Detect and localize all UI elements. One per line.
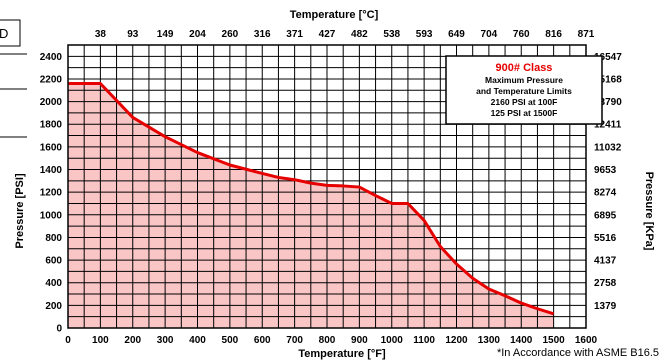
y-tick-label: 2200: [40, 74, 63, 85]
y-tick-label: 2000: [40, 97, 63, 108]
x-top-tick-label: 649: [448, 29, 465, 40]
x-bottom-ticks: 0 100 200 300 400 500 600 700 800 900 1000 1100 1200…: [65, 335, 597, 346]
x-tick-label: 100: [92, 335, 109, 346]
y-tick-label: 1200: [40, 188, 63, 199]
legend-line: 125 PSI at 1500F: [491, 108, 558, 118]
x-tick-label: 900: [351, 335, 368, 346]
x-tick-label: 1200: [445, 335, 468, 346]
x-top-tick-label: 260: [222, 29, 239, 40]
x-top-tick-label: 204: [189, 29, 206, 40]
x-tick-label: 1400: [510, 335, 533, 346]
y-right-axis-title: Pressure [KPa]: [643, 172, 655, 251]
y-right-tick-label: 5516: [594, 233, 617, 244]
legend-box: 900# Class Maximum Pressure and Temperat…: [445, 55, 603, 125]
x-bottom-axis-title: Temperature [°F]: [298, 348, 386, 360]
x-tick-label: 500: [222, 335, 239, 346]
y-right-tick-label: 12411: [594, 120, 622, 131]
x-top-ticks: 38 93 149 204 260 316 371 427 482 538 593 649 704 760…: [95, 29, 595, 40]
x-tick-label: 600: [254, 335, 271, 346]
y-right-tick-label: 11032: [594, 142, 622, 153]
x-tick-label: 1600: [575, 335, 598, 346]
y-tick-label: 800: [45, 233, 62, 244]
x-top-tick-label: 538: [383, 29, 400, 40]
x-tick-label: 700: [286, 335, 303, 346]
y-tick-label: 1000: [40, 210, 63, 221]
legend-line: and Temperature Limits: [476, 86, 572, 96]
x-tick-label: 200: [124, 335, 141, 346]
x-top-tick-label: 816: [545, 29, 562, 40]
x-top-tick-label: 871: [578, 29, 595, 40]
y-right-ticks: 1379 2758 4137 5516 6895 8274 9653 11032 12411 13…: [594, 52, 622, 312]
y-right-tick-label: 8274: [594, 188, 617, 199]
y-right-tick-label: 4137: [594, 256, 617, 267]
y-left-ticks: 0 200 400 600 800 1000 1200 1400 1600 1800 2000 220…: [40, 52, 63, 335]
x-tick-label: 1300: [478, 335, 501, 346]
x-tick-label: 800: [319, 335, 336, 346]
x-tick-label: 300: [157, 335, 174, 346]
legend-line: 2160 PSI at 100F: [491, 97, 558, 107]
x-top-tick-label: 38: [95, 29, 107, 40]
y-tick-label: 1800: [40, 120, 63, 131]
y-right-tick-label: 6895: [594, 210, 617, 221]
y-tick-label: 1400: [40, 165, 63, 176]
edge-fragment-box: D: [0, 19, 27, 138]
x-top-tick-label: 482: [351, 29, 368, 40]
series-line-layer: [68, 81, 555, 316]
plot-frame: [67, 44, 587, 329]
x-tick-label: 400: [189, 335, 206, 346]
legend-title: 900# Class: [496, 62, 553, 74]
x-top-tick-label: 371: [286, 29, 303, 40]
x-top-tick-label: 593: [416, 29, 433, 40]
y-tick-label: 400: [45, 278, 62, 289]
x-tick-label: 0: [65, 335, 71, 346]
asme-note: *In Accordance with ASME B16.5: [497, 347, 659, 359]
x-top-tick-label: 316: [254, 29, 271, 40]
y-right-tick-label: 9653: [594, 165, 617, 176]
y-right-tick-label: 15168: [594, 74, 622, 85]
edge-fragment-text: D: [0, 26, 8, 41]
x-tick-label: 1000: [381, 335, 404, 346]
y-right-tick-label: 16547: [594, 52, 622, 63]
x-tick-label: 1500: [543, 335, 566, 346]
y-tick-label: 200: [45, 301, 62, 312]
x-top-tick-label: 704: [481, 29, 498, 40]
y-right-tick-label: 13790: [594, 97, 622, 108]
y-tick-label: 2400: [40, 52, 63, 63]
x-top-tick-label: 93: [127, 29, 139, 40]
legend-line: Maximum Pressure: [485, 75, 563, 85]
y-right-tick-label: 2758: [594, 278, 617, 289]
y-left-axis-title: Pressure [PSI]: [14, 173, 26, 249]
x-top-tick-label: 760: [513, 29, 530, 40]
x-top-tick-label: 149: [157, 29, 174, 40]
x-top-axis-title: Temperature [°C]: [290, 9, 379, 21]
y-tick-label: 600: [45, 256, 62, 267]
y-right-tick-label: 1379: [594, 301, 617, 312]
x-tick-label: 1100: [413, 335, 435, 346]
y-tick-label: 1600: [40, 142, 63, 153]
series-line: [68, 81, 555, 316]
y-tick-label: 0: [56, 324, 62, 335]
x-top-tick-label: 427: [319, 29, 336, 40]
